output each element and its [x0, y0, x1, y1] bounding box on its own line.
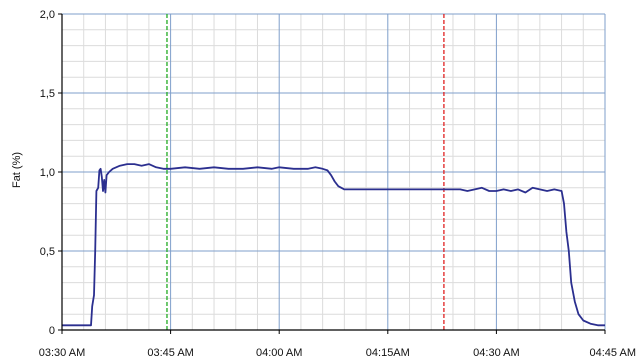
series-line-1 — [62, 163, 605, 327]
marker-lines — [166, 14, 445, 330]
axes — [58, 13, 606, 334]
y-tick-label: 0,5 — [40, 246, 55, 258]
y-tick-labels: 0 0,5 1,0 1,5 2,0 — [40, 9, 55, 337]
y-axis-title: Fat (%) — [11, 152, 23, 188]
x-tick-label: 04:30 AM — [473, 347, 519, 358]
y-tick-label: 2,0 — [40, 9, 55, 21]
x-tick-labels: 03:30 AM 03:45 AM 04:00 AM 04:15AM 04:30 AM 0… — [39, 347, 636, 358]
x-tick-label: 03:30 AM — [39, 347, 85, 358]
x-tick-label: 04:00 AM — [256, 347, 302, 358]
x-tick-label: 04:45 AM — [590, 347, 636, 358]
y-tick-label: 1,0 — [40, 167, 55, 179]
y-tick-label: 1,5 — [40, 88, 55, 100]
y-tick-label: 0 — [49, 325, 55, 337]
x-tick-label: 04:15AM — [366, 347, 410, 358]
major-grid — [61, 13, 606, 331]
x-tick-label: 03:45 AM — [147, 347, 193, 358]
series-group — [62, 163, 605, 327]
